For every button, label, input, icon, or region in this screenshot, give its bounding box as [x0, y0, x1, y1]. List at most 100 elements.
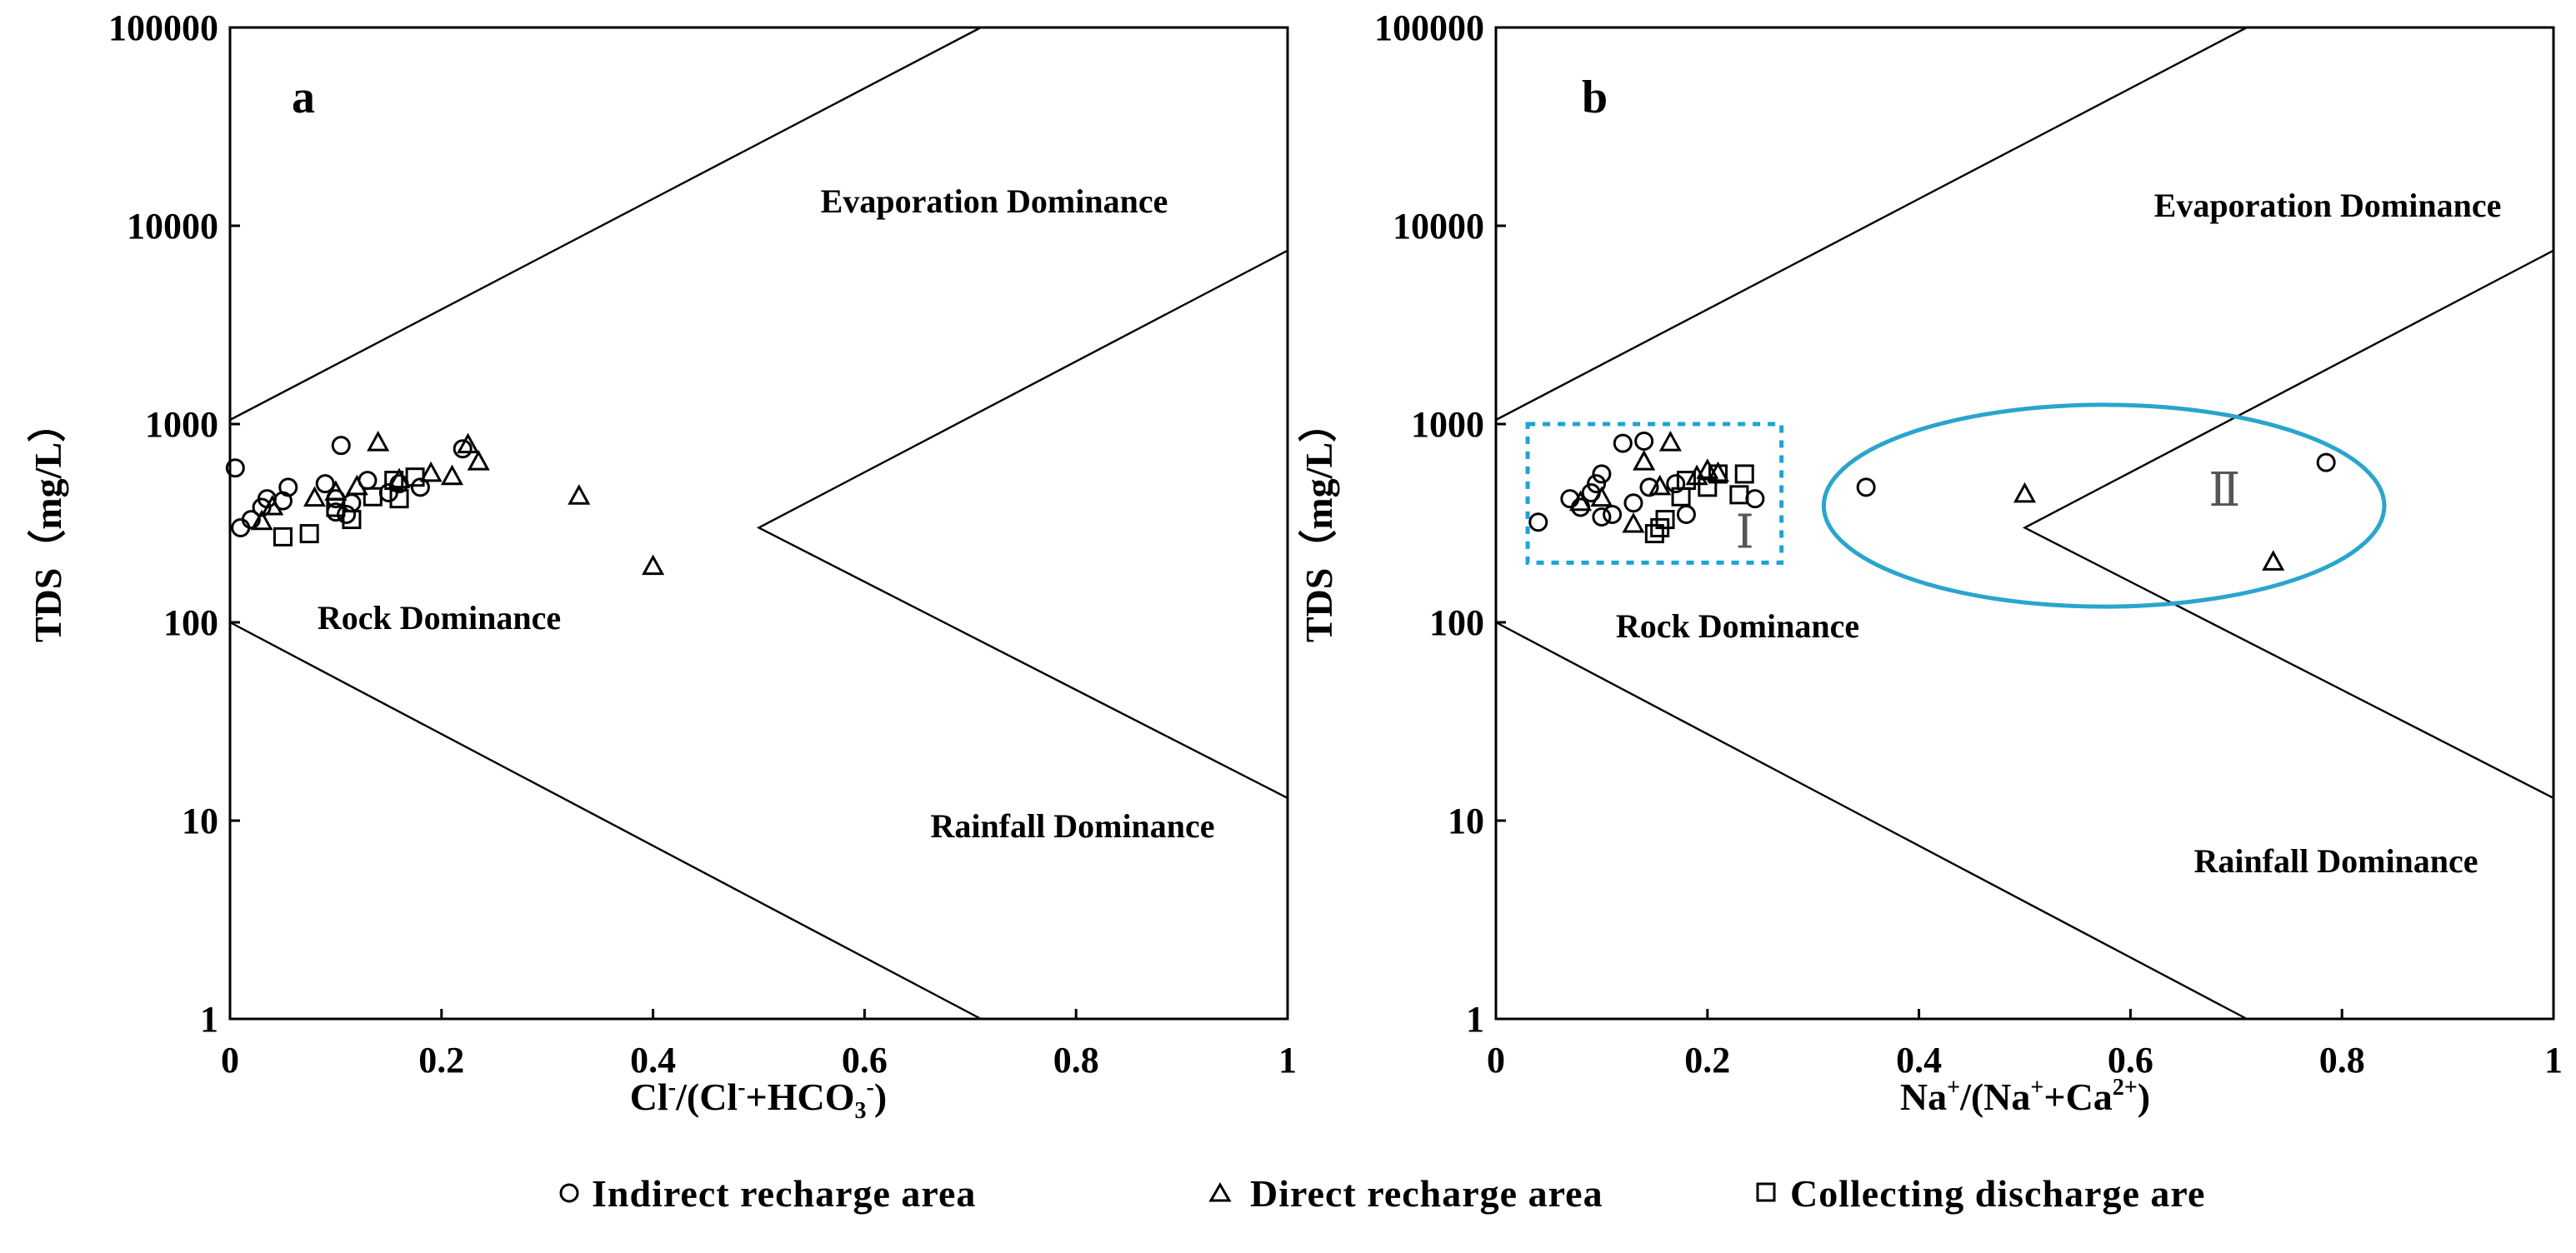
panel-b-ytick-label: 100 — [1429, 602, 1484, 643]
panel-b-xlabel: Na+/(Na++Ca2+) — [1900, 1075, 2150, 1118]
panel-b-label: b — [1582, 72, 1608, 123]
panel-a-point-circle — [225, 458, 245, 478]
legend-label-direct: Direct recharge area — [1250, 1172, 1603, 1215]
legend-label-collecting: Collecting discharge are — [1790, 1172, 2205, 1215]
group-1-label: Ⅰ — [1736, 507, 1754, 558]
panel-b-point-circle — [1592, 464, 1612, 484]
panel-a-point-triangle — [456, 432, 480, 454]
panel-b-point-circle — [1587, 474, 1607, 494]
panel-a-ytick-label: 10000 — [127, 206, 218, 247]
panel-a-point-square — [405, 467, 425, 487]
panel-a-xticks: 0 0.2 0.4 0.6 0.8 1 — [221, 1009, 1297, 1081]
panel-a-point-triangle — [367, 430, 390, 452]
panel-b-xticks: 0 0.2 0.4 0.6 0.8 1 — [1487, 1009, 2563, 1081]
panel-b-markers — [1528, 430, 2336, 571]
panel-a-point-triangle — [345, 474, 368, 496]
panel-a-frame — [228, 26, 1289, 1021]
panel-b-xtick-label: 0.6 — [2108, 1040, 2153, 1081]
panel-b-point-triangle — [1590, 486, 1613, 507]
panel-b-point-square — [1708, 464, 1728, 484]
panel-a-point-square — [299, 524, 319, 544]
panel-b-ytick-label: 1 — [1466, 999, 1484, 1040]
panel-b-boundary-upper — [1495, 26, 2248, 422]
panel-a-region-rock: Rock Dominance — [318, 599, 561, 636]
panel-b-point-triangle — [2013, 482, 2037, 503]
panel-b-annotations: ⅠⅡ — [1525, 402, 2387, 609]
panel-b-xtick-label: 0 — [1487, 1040, 1505, 1081]
panel-a-xtick-label: 0.4 — [630, 1040, 676, 1081]
panel-b-frame — [1494, 26, 2555, 1021]
panel-a-boundary-chevron — [756, 249, 1288, 799]
panel-a-point-circle — [315, 474, 335, 494]
panel-a-point-triangle — [440, 464, 464, 486]
panel-a-point-circle — [278, 477, 298, 497]
panel-b-ytick-label: 10000 — [1393, 206, 1484, 247]
panel-a-markers — [225, 430, 665, 576]
panel-a-point-circle — [453, 439, 473, 459]
panel-a-point-circle — [241, 510, 261, 530]
panel-a-boundary-lower — [229, 621, 982, 1021]
panel-b-point-circle — [1613, 433, 1633, 453]
panel-a-xlabel: Cl-/(Cl-+HCO3-) — [630, 1075, 887, 1124]
panel-a-region-rainfall: Rainfall Dominance — [930, 807, 1214, 845]
panel-a-xtick-label: 0.8 — [1053, 1040, 1099, 1081]
panel-b-point-square — [1655, 510, 1675, 530]
panel-a-point-circle — [410, 477, 430, 497]
panel-b-point-circle — [1623, 493, 1643, 513]
panel-b-point-triangle — [1648, 474, 1672, 496]
panel-b-boundary-chevron — [2022, 249, 2554, 799]
legend: Indirect recharge area Direct recharge a… — [559, 1172, 2205, 1215]
panel-b-point-triangle — [2262, 550, 2285, 571]
panel-a-point-square — [342, 510, 362, 530]
panel-b-yticks: 1 10 100 1000 10000 100000 — [1374, 7, 1506, 1040]
panel-a-ytick-label: 10 — [182, 801, 218, 841]
panel-b-point-triangle — [1622, 512, 1645, 533]
panel-a-boundary-upper — [229, 26, 982, 422]
panel-b-ytick-label: 100000 — [1374, 7, 1484, 48]
panel-b-point-circle — [1856, 477, 1876, 497]
panel-a-point-triangle — [261, 494, 284, 516]
panel-a-xtick-label: 0 — [221, 1040, 239, 1081]
panel-a-point-square — [384, 471, 404, 491]
panel-b-point-circle — [1676, 505, 1696, 525]
group-2-ellipse — [1821, 402, 2387, 609]
panel-a-point-triangle — [388, 467, 411, 489]
panel-b-point-circle — [2316, 452, 2336, 472]
panel-a-label: a — [292, 72, 315, 123]
panel-b-ytick-label: 10 — [1448, 801, 1484, 841]
legend-triangle-marker — [1208, 1182, 1232, 1202]
panel-b-point-circle — [1603, 505, 1623, 525]
panel-b-ytick-label: 1000 — [1411, 404, 1484, 445]
panel-b-region-rainfall: Rainfall Dominance — [2193, 842, 2478, 880]
legend-label-indirect: Indirect recharge area — [592, 1172, 976, 1215]
panel-a-point-triangle — [467, 450, 490, 471]
panel-a-xtick-label: 0.2 — [418, 1040, 464, 1081]
panel-a-point-triangle — [250, 509, 273, 531]
panel-b-point-circle — [1592, 507, 1612, 527]
panel-a-yticks: 1 10 100 1000 10000 100000 — [108, 7, 240, 1040]
panel-b-xtick-label: 0.8 — [2319, 1040, 2365, 1081]
panel-a-region-evaporation: Evaporation Dominance — [821, 182, 1168, 220]
panel-a-boundaries — [229, 26, 1288, 1021]
panel-a-ytick-label: 100000 — [108, 7, 218, 48]
panel-b-point-triangle — [1633, 450, 1656, 471]
panel-a-point-triangle — [568, 484, 591, 505]
panel-a-ytick-label: 100 — [163, 602, 218, 643]
panel-a-xtick-label: 0.6 — [842, 1040, 888, 1081]
panel-b-point-circle — [1634, 432, 1654, 452]
panel-b-xtick-label: 0.4 — [1896, 1040, 1942, 1081]
panel-a-point-circle — [331, 436, 351, 456]
panel-b-point-triangle — [1658, 430, 1682, 452]
panel-b-boundaries — [1495, 26, 2554, 1021]
legend-square-marker — [1756, 1182, 1776, 1202]
panel-b-point-square — [1698, 477, 1718, 497]
panel-a-xtick-label: 1 — [1278, 1040, 1297, 1081]
panel-b-point-square — [1644, 524, 1664, 544]
panel-b-point-square — [1676, 471, 1696, 491]
panel-b-point-triangle — [1685, 464, 1708, 486]
panel-a-point-square — [273, 527, 293, 547]
panel-b-point-circle — [1745, 489, 1765, 509]
group-2-label: Ⅱ — [2208, 465, 2240, 517]
panel-a-ytick-label: 1000 — [145, 404, 218, 445]
